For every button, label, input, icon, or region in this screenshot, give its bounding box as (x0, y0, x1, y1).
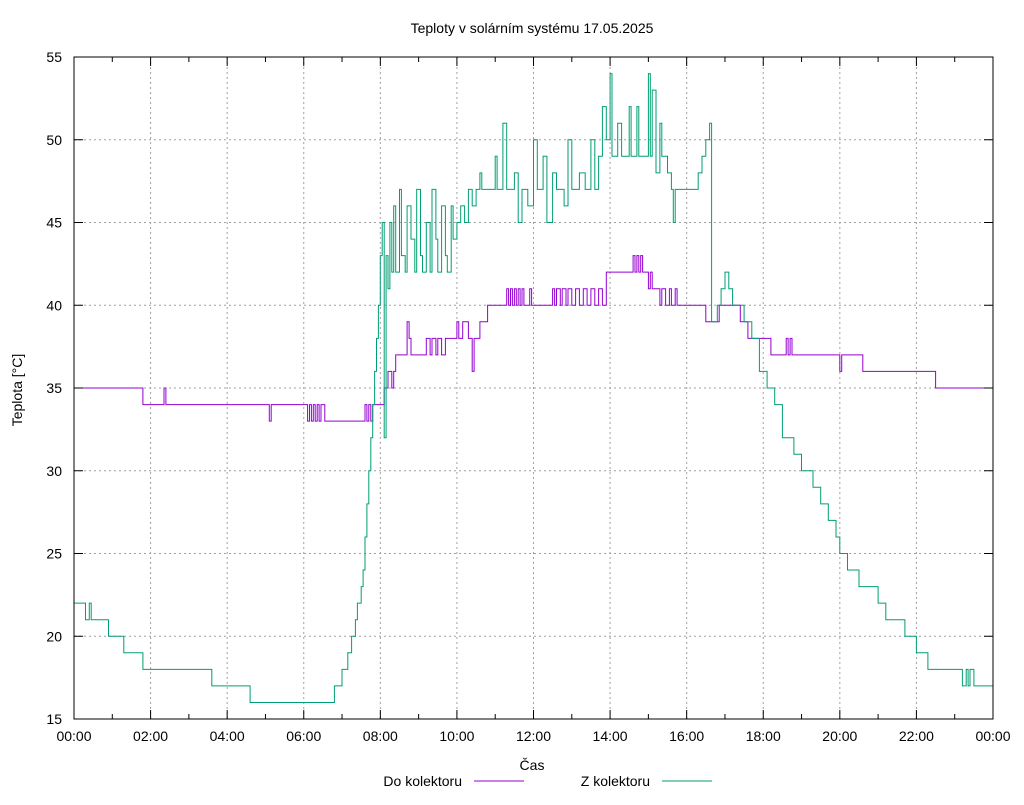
x-tick-label: 04:00 (210, 728, 245, 744)
y-tick-label: 25 (46, 546, 62, 562)
y-tick-label: 20 (46, 628, 62, 644)
series-line-z-kolektoru (74, 73, 993, 703)
x-axis-label: Čas (520, 757, 545, 773)
y-tick-label: 30 (46, 463, 62, 479)
legend: Do kolektoru Z kolektoru (383, 773, 712, 789)
series-group (74, 73, 993, 703)
y-tick-label: 45 (46, 215, 62, 231)
x-tick-label: 10:00 (439, 728, 474, 744)
y-axis-label: Teplota [°C] (9, 354, 25, 427)
y-tick-label: 50 (46, 132, 62, 148)
legend-label-do-kolektoru: Do kolektoru (383, 773, 462, 789)
x-tick-label: 16:00 (669, 728, 704, 744)
x-tick-label: 00:00 (975, 728, 1010, 744)
grid (74, 57, 993, 719)
legend-label-z-kolektoru: Z kolektoru (581, 773, 650, 789)
x-tick-label: 06:00 (286, 728, 321, 744)
y-tick-label: 55 (46, 49, 62, 65)
x-tick-label: 22:00 (899, 728, 934, 744)
x-tick-label: 14:00 (593, 728, 628, 744)
x-tick-label: 00:00 (56, 728, 91, 744)
x-tick-label: 20:00 (822, 728, 857, 744)
x-tick-label: 12:00 (516, 728, 551, 744)
chart-title: Teploty v solárním systému 17.05.2025 (411, 20, 654, 36)
ticks: 15 20 25 30 35 40 45 50 55 00:00 02:00 04:00 06:00 08… (46, 49, 1010, 744)
x-tick-label: 02:00 (133, 728, 168, 744)
series-line-do-kolektoru (74, 255, 993, 422)
y-tick-label: 15 (46, 711, 62, 727)
y-tick-label: 40 (46, 297, 62, 313)
x-tick-label: 18:00 (746, 728, 781, 744)
y-tick-label: 35 (46, 380, 62, 396)
x-tick-label: 08:00 (363, 728, 398, 744)
